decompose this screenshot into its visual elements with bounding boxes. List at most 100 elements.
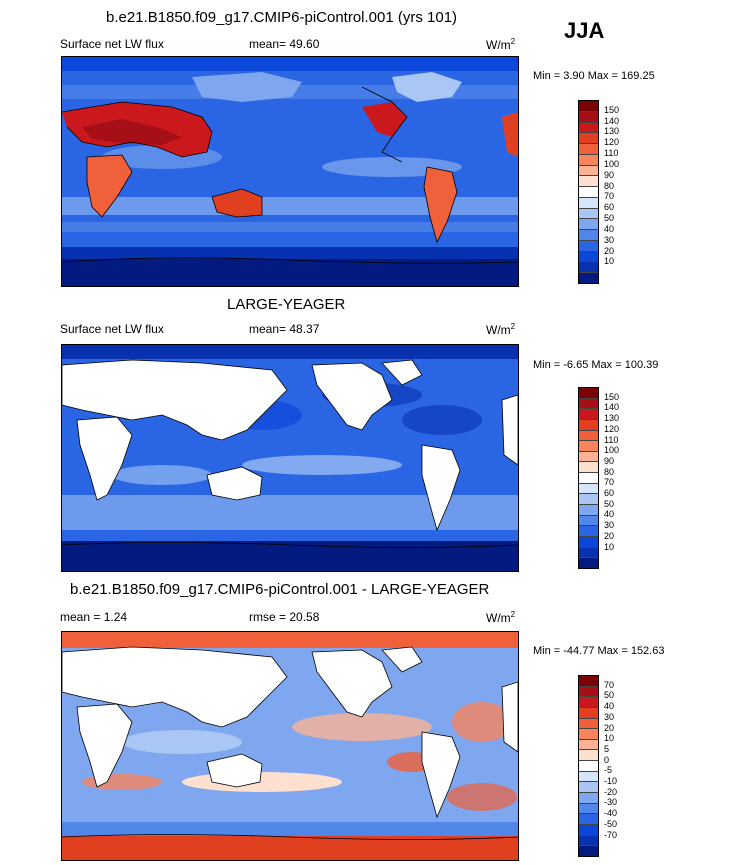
mean-label-model: mean= 49.60: [249, 37, 320, 51]
colorbar-tick-label: 10: [604, 733, 615, 744]
colorbar-tick-label: 140: [604, 115, 620, 126]
colorbar-swatch: [579, 122, 598, 134]
colorbar-tick-label: -50: [604, 818, 618, 829]
mean-label-diff: mean = 1.24: [60, 610, 128, 624]
colorbar-swatch: [579, 750, 598, 762]
colorbar-tick-label: 110: [604, 434, 619, 445]
colorbar-tick-label: 140: [604, 402, 620, 413]
rmse-label-diff: rmse = 20.58: [249, 610, 320, 624]
colorbar-swatch: [579, 739, 598, 751]
mean-label-obs: mean= 48.37: [249, 322, 320, 336]
colorbar-swatch: [579, 814, 598, 825]
units-label-diff: W/m2: [486, 610, 516, 625]
colorbar-swatch: [579, 419, 598, 431]
colorbar-swatch: [579, 165, 598, 177]
colorbar-tick-label: 40: [604, 509, 615, 520]
colorbar-swatch: [579, 803, 598, 815]
colorbar-swatch: [579, 133, 598, 145]
colorbar-swatch: [579, 154, 598, 166]
colorbar-diff: [578, 675, 599, 857]
colorbar-swatch: [579, 473, 598, 484]
minmax-label-model: Min = 3.90 Max = 169.25: [533, 70, 655, 82]
colorbar-tick-label: 110: [604, 148, 619, 159]
colorbar-tick-label: 100: [604, 158, 620, 169]
colorbar-tick-label: -30: [604, 797, 618, 808]
colorbar-swatch: [579, 409, 598, 420]
colorbar-swatch: [579, 176, 598, 188]
colorbar-swatch: [579, 782, 598, 794]
colorbar-swatch: [579, 718, 598, 730]
colorbar-tick-label: 40: [604, 223, 615, 234]
panel-title-model: b.e21.B1850.f09_g17.CMIP6-piControl.001 …: [106, 9, 458, 26]
colorbar-swatch: [579, 526, 598, 537]
map-obs: [61, 344, 519, 572]
colorbar-swatch: [579, 505, 598, 516]
variable-label-model: Surface net LW flux: [60, 37, 164, 51]
units-label-obs: W/m2: [486, 322, 516, 337]
colorbar-swatch: [579, 398, 598, 410]
colorbar-tick-label: 20: [604, 722, 615, 733]
colorbar-tick-label: 10: [604, 256, 615, 267]
variable-label-obs: Surface net LW flux: [60, 322, 164, 336]
colorbar-tick-label: 60: [604, 202, 615, 213]
colorbar-swatch: [579, 697, 598, 708]
colorbar-tick-label: 50: [604, 213, 615, 224]
colorbar-tick-label: 20: [604, 530, 615, 541]
colorbar-swatch: [579, 494, 598, 506]
colorbar-swatch: [579, 515, 598, 527]
colorbar-swatch: [579, 483, 598, 495]
colorbar-swatch: [579, 197, 598, 209]
colorbar-swatch: [579, 707, 598, 719]
colorbar-tick-label: 80: [604, 466, 615, 477]
colorbar-swatch: [579, 451, 598, 463]
colorbar-tick-label: 90: [604, 455, 615, 466]
colorbar-tick-label: -20: [604, 786, 618, 797]
colorbar-swatch: [579, 793, 598, 804]
colorbar-tick-label: 120: [604, 137, 620, 148]
colorbar-swatch: [579, 111, 598, 123]
colorbar-tick-label: 70: [604, 191, 615, 202]
colorbar-tick-label: 10: [604, 541, 615, 552]
map-diff: [61, 631, 519, 861]
colorbar-swatch: [579, 230, 598, 241]
colorbar-swatches-obs: [578, 387, 599, 569]
colorbar-tick-label: 50: [604, 690, 615, 701]
colorbar-swatches-diff: [578, 675, 599, 857]
colorbar-tick-label: 130: [604, 413, 620, 424]
colorbar-tick-label: 5: [604, 743, 610, 754]
colorbar-tick-label: 120: [604, 423, 620, 434]
colorbar-swatch: [579, 208, 598, 220]
colorbar-tick-label: 60: [604, 488, 615, 499]
colorbar-swatch: [579, 430, 598, 442]
colorbar-swatch: [579, 262, 598, 274]
colorbar-swatch: [579, 824, 598, 836]
colorbar-swatch: [579, 729, 598, 740]
colorbar-swatch: [579, 846, 598, 856]
colorbar-obs: [578, 387, 599, 569]
colorbar-tick-label: 70: [604, 477, 615, 488]
colorbar-tick-label: -5: [604, 765, 613, 776]
colorbar-tick-label: -40: [604, 808, 618, 819]
colorbar-swatch: [579, 187, 598, 198]
colorbar-model: [578, 100, 599, 284]
colorbar-swatch: [579, 388, 598, 399]
colorbar-swatch: [579, 101, 598, 112]
colorbar-tick-label: 40: [604, 701, 615, 712]
panel-title-obs: LARGE-YEAGER: [227, 296, 346, 313]
units-label-model: W/m2: [486, 37, 516, 52]
colorbar-tick-label: 70: [604, 679, 615, 690]
colorbar-swatch: [579, 273, 598, 284]
season-label: JJA: [564, 18, 605, 43]
colorbar-swatches-model: [578, 100, 599, 284]
colorbar-swatch: [579, 686, 598, 698]
colorbar-swatch: [579, 558, 598, 568]
colorbar-swatch: [579, 536, 598, 548]
colorbar-swatch: [579, 251, 598, 263]
colorbar-tick-label: 20: [604, 245, 615, 256]
panel-title-diff: b.e21.B1850.f09_g17.CMIP6-piControl.001 …: [70, 581, 490, 598]
colorbar-swatch: [579, 219, 598, 231]
colorbar-tick-label: 130: [604, 126, 620, 137]
colorbar-tick-label: 50: [604, 498, 615, 509]
colorbar-tick-label: 150: [604, 391, 620, 402]
colorbar-swatch: [579, 462, 598, 474]
